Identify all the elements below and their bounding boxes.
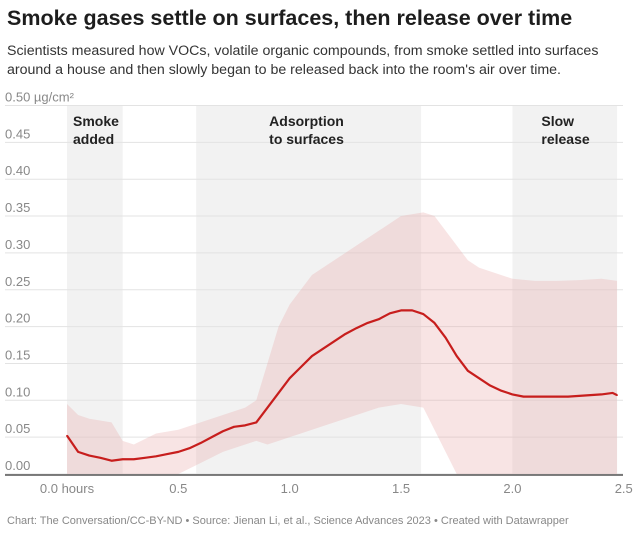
range-band (67, 212, 618, 475)
data-point (444, 336, 447, 339)
x-tick-label: 0.5 (169, 481, 187, 496)
x-tick-label: 1.5 (392, 481, 410, 496)
data-point (355, 327, 358, 329)
data-point (110, 459, 113, 462)
data-point (233, 426, 235, 428)
data-point (322, 347, 324, 350)
data-point (422, 313, 425, 315)
data-point (600, 393, 603, 396)
y-tick-label: 0.45 (5, 126, 30, 141)
phase-label: Smoke added (73, 113, 119, 147)
data-point (121, 458, 124, 461)
x-tick-label: 2.0 (503, 481, 521, 496)
data-point (288, 377, 291, 379)
x-tick-label: 2.5 (615, 481, 633, 496)
data-point (144, 456, 146, 459)
phase-label: Adsorption to surfaces (269, 113, 344, 147)
data-point (389, 312, 391, 315)
y-tick-label: 0.50 µg/cm² (5, 90, 75, 105)
data-point (244, 424, 246, 427)
y-tick-label: 0.25 (5, 274, 30, 289)
data-point (188, 447, 191, 450)
y-tick-label: 0.10 (5, 384, 30, 399)
x-tick-label: 0.0 hours (40, 481, 95, 496)
data-point (545, 395, 547, 398)
data-point (489, 384, 491, 387)
data-point (266, 406, 269, 409)
data-point (478, 377, 480, 379)
data-point (199, 442, 202, 444)
x-tick-label: 1.0 (281, 481, 299, 496)
chart-title: Smoke gases settle on surfaces, then rel… (7, 6, 573, 30)
data-point (366, 322, 369, 324)
data-point (166, 453, 169, 455)
y-tick-label: 0.15 (5, 347, 30, 362)
data-point (77, 451, 79, 453)
data-point (455, 355, 458, 357)
data-point (567, 395, 569, 398)
data-point (611, 392, 614, 394)
data-point (411, 309, 413, 312)
data-point (377, 318, 380, 321)
data-point (400, 309, 402, 312)
y-tick-label: 0.40 (5, 163, 30, 178)
chart-footer: Chart: The Conversation/CC-BY-ND • Sourc… (7, 515, 569, 527)
data-point (88, 454, 91, 457)
data-point (500, 389, 503, 392)
data-point (589, 394, 592, 396)
data-point (99, 456, 102, 459)
data-point (210, 436, 213, 438)
data-point (66, 434, 68, 437)
y-tick-label: 0.35 (5, 200, 30, 215)
y-tick-label: 0.00 (5, 458, 30, 473)
data-point (333, 340, 336, 343)
data-point (556, 395, 558, 398)
data-point (511, 393, 514, 396)
y-tick-label: 0.20 (5, 311, 30, 326)
y-tick-label: 0.30 (5, 237, 30, 252)
data-point (311, 355, 313, 357)
y-tick-label: 0.05 (5, 421, 30, 436)
phase-label: Slow release (541, 113, 589, 147)
data-point (177, 451, 180, 453)
data-point (155, 455, 157, 458)
data-point (222, 430, 224, 433)
data-point (467, 370, 469, 372)
data-point (255, 421, 258, 424)
data-point (277, 392, 280, 394)
chart-subtitle: Scientists measured how VOCs, volatile o… (7, 43, 599, 78)
data-point (578, 395, 581, 397)
data-point (522, 395, 525, 398)
data-point (344, 333, 347, 335)
data-point (433, 322, 436, 324)
data-point (300, 366, 302, 368)
data-point (133, 458, 135, 461)
data-point (616, 394, 618, 396)
line-chart: 0.00 0.05 0.10 0.15 0.20 0.25 0.30 0.35 0.40 0.45… (5, 90, 633, 496)
data-point (533, 395, 536, 398)
